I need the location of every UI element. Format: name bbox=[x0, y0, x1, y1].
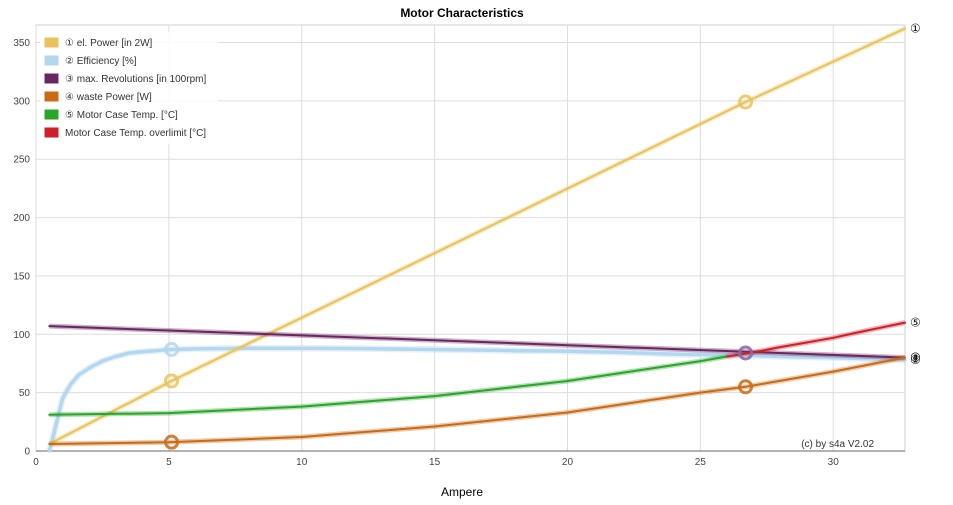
series-line bbox=[48, 355, 728, 416]
series-end-label: ② bbox=[910, 353, 921, 367]
data-marker bbox=[164, 341, 180, 357]
series-end-labels: ② ① ③④ ⑤ bbox=[910, 22, 921, 367]
x-tick-label: 0 bbox=[33, 457, 39, 468]
y-tick-label: 0 bbox=[24, 447, 30, 458]
y-tick-label: 100 bbox=[13, 330, 30, 341]
series-end-label: ④ bbox=[910, 351, 921, 365]
series-halo bbox=[46, 345, 906, 452]
y-tick-label: 150 bbox=[13, 271, 30, 282]
x-tick-label: 30 bbox=[828, 457, 840, 468]
legend-label: ① el. Power [in 2W] bbox=[65, 38, 153, 49]
x-tick-label: 20 bbox=[562, 457, 574, 468]
crossing-marker bbox=[738, 345, 754, 361]
legend-box bbox=[40, 32, 218, 144]
series-line bbox=[47, 346, 907, 453]
x-tick-label: 15 bbox=[429, 457, 441, 468]
series-line bbox=[725, 321, 906, 358]
y-tick-label: 250 bbox=[13, 155, 30, 166]
y-tick-label: 300 bbox=[13, 96, 30, 107]
credit-label: (c) by s4a V2.02 bbox=[801, 439, 874, 450]
data-markers bbox=[164, 94, 754, 450]
x-tick-label: 25 bbox=[695, 457, 707, 468]
series-line bbox=[48, 356, 906, 445]
series-end-label: ⑤ bbox=[910, 316, 921, 330]
y-tick-label: 350 bbox=[13, 38, 30, 49]
legend-swatch bbox=[43, 126, 60, 139]
x-tick-label: 10 bbox=[296, 457, 308, 468]
legend-label: ④ waste Power [W] bbox=[65, 92, 152, 103]
series-line bbox=[48, 27, 906, 445]
y-tick-label: 200 bbox=[13, 213, 30, 224]
legend-label: ③ max. Revolutions [in 100rpm] bbox=[65, 74, 206, 85]
legend-swatch bbox=[43, 72, 60, 85]
legend-swatch bbox=[43, 90, 60, 103]
legend-swatch bbox=[43, 108, 60, 121]
series-lines bbox=[46, 26, 907, 453]
series-line bbox=[48, 325, 906, 359]
x-tick-label: 5 bbox=[166, 457, 172, 468]
legend-label: ⑤ Motor Case Temp. [°C] bbox=[65, 110, 178, 121]
legend-label: Motor Case Temp. overlimit [°C] bbox=[65, 128, 206, 139]
series-halo bbox=[49, 355, 906, 447]
data-marker bbox=[164, 434, 180, 450]
legend: ① el. Power [in 2W] ② Efficiency [%] ③ max… bbox=[40, 32, 218, 144]
series-end-label: ① bbox=[910, 22, 921, 36]
legend-swatch bbox=[43, 36, 60, 49]
data-marker bbox=[164, 373, 180, 389]
data-marker bbox=[738, 94, 754, 110]
data-marker bbox=[738, 379, 754, 395]
x-axis-title: Ampere bbox=[441, 485, 483, 499]
legend-label: ② Efficiency [%] bbox=[65, 56, 137, 67]
series-end-label: ③ bbox=[910, 351, 921, 365]
legend-swatch bbox=[43, 54, 60, 67]
chart-title: Motor Characteristics bbox=[400, 6, 524, 20]
y-tick-label: 50 bbox=[19, 388, 31, 399]
